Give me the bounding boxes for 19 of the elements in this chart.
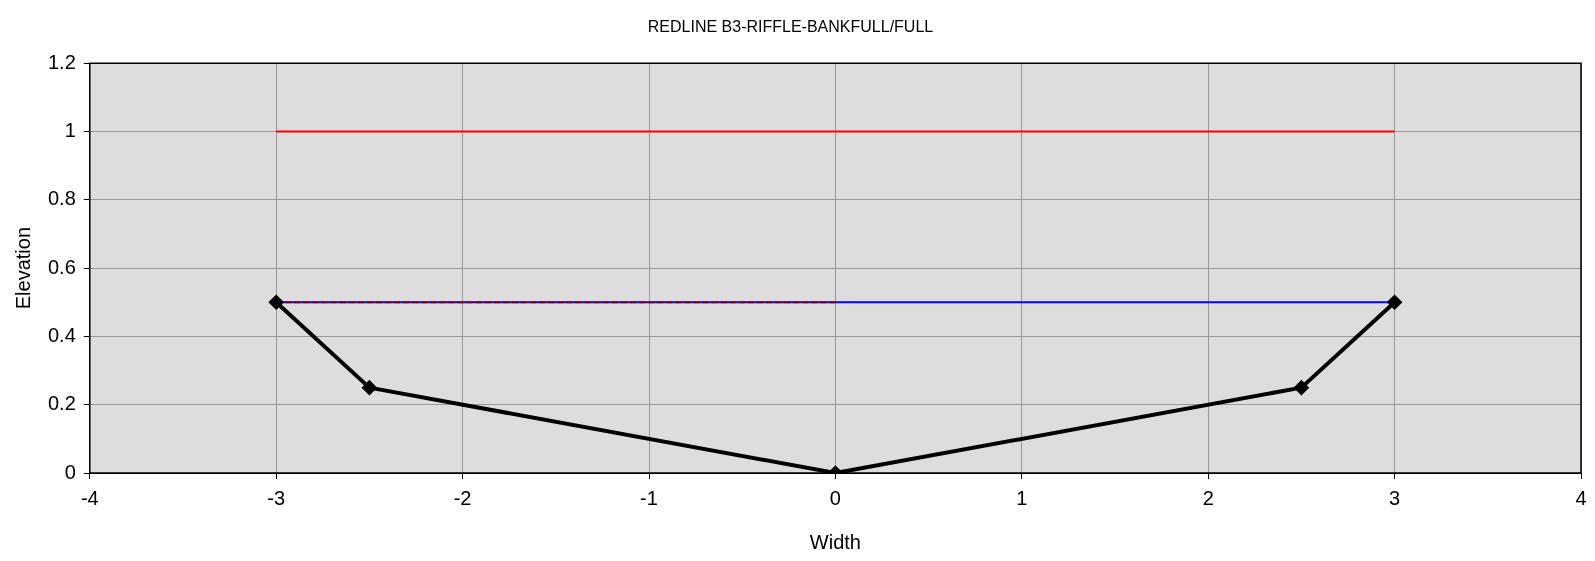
y-tick-label: 1 [64, 119, 76, 142]
y-tick-label: 0.4 [47, 323, 76, 346]
y-tick-label: 1.2 [47, 50, 76, 73]
y-tick-label: 0.6 [47, 255, 76, 278]
y-tick-label: 0.2 [47, 392, 76, 415]
x-tick-label: 2 [1202, 486, 1214, 509]
x-tick-label: 3 [1389, 486, 1401, 509]
x-tick-label: 1 [1016, 486, 1028, 509]
y-tick-label: 0.8 [47, 187, 76, 210]
x-tick-label: -3 [267, 486, 286, 509]
x-tick-label: 4 [1575, 486, 1587, 509]
y-axis-title: Elevation [11, 226, 34, 310]
x-axis-title: Width [809, 530, 861, 553]
x-tick-label: 0 [829, 486, 841, 509]
x-tick-label: -4 [80, 486, 99, 509]
x-tick-label: -2 [453, 486, 472, 509]
y-tick-label: 0 [64, 460, 76, 483]
x-tick-label: -1 [640, 486, 658, 509]
chart-title: REDLINE B3-RIFFLE-BANKFULL/FULL [647, 18, 934, 36]
